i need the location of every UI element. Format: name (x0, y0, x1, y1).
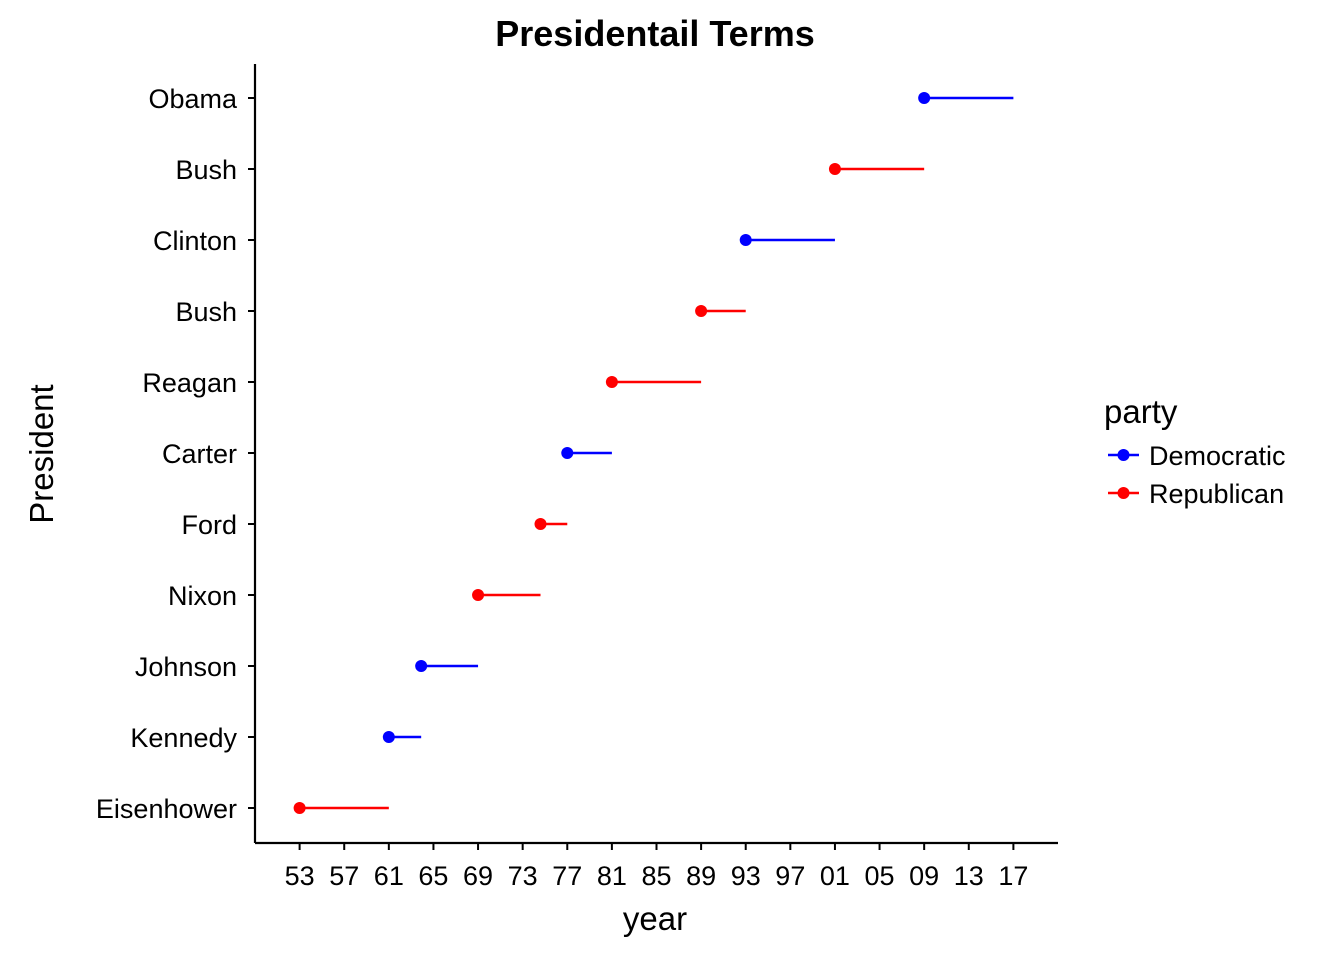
y-tick-label: Eisenhower (96, 794, 237, 824)
term-start-point (918, 92, 931, 104)
x-axis-title: year (623, 900, 687, 937)
chart-title: Presidentail Terms (495, 13, 814, 54)
term-start-point (695, 305, 708, 317)
x-tick-label: 09 (909, 861, 939, 891)
y-tick-label: Ford (181, 510, 237, 540)
y-tick-label: Bush (175, 297, 237, 327)
term-start-point (382, 731, 395, 743)
y-tick-label: Johnson (135, 652, 237, 682)
y-tick-label: Reagan (142, 368, 237, 398)
legend-label: Republican (1149, 479, 1284, 509)
y-tick-label: Obama (148, 84, 238, 114)
y-tick-label: Clinton (153, 226, 237, 256)
term-start-point (415, 660, 428, 672)
term-start-point (828, 163, 841, 175)
x-tick-label: 97 (775, 861, 805, 891)
y-tick-label: Bush (175, 155, 237, 185)
x-tick-label: 01 (820, 861, 850, 891)
term-start-point (605, 376, 618, 388)
term-start-point (472, 589, 485, 601)
x-tick-label: 65 (418, 861, 448, 891)
term-start-point (534, 518, 547, 530)
x-tick-label: 77 (552, 861, 582, 891)
term-start-point (739, 234, 752, 246)
legend: party Democratic Republican (1104, 393, 1286, 509)
x-tick-label: 61 (374, 861, 404, 891)
x-tick-label: 93 (731, 861, 761, 891)
x-tick-label: 85 (641, 861, 671, 891)
legend-key-point (1117, 449, 1130, 461)
x-tick-label: 89 (686, 861, 716, 891)
legend-key-point (1117, 487, 1130, 499)
plot-area: Eisenhower Kennedy Johnson Nixon Ford Carter R… (96, 64, 1058, 891)
x-tick-label: 69 (463, 861, 493, 891)
x-tick-label: 13 (954, 861, 984, 891)
term-start-point (293, 802, 306, 814)
x-tick-label: 57 (329, 861, 359, 891)
term-start-point (561, 447, 574, 459)
y-tick-label: Carter (162, 439, 237, 469)
x-tick-label: 73 (508, 861, 538, 891)
y-tick-label: Kennedy (130, 723, 237, 753)
y-tick-label: Nixon (168, 581, 237, 611)
y-axis-title: President (23, 384, 60, 523)
x-tick-label: 05 (865, 861, 895, 891)
legend-title: party (1104, 393, 1178, 430)
x-tick-label: 17 (998, 861, 1028, 891)
legend-label: Democratic (1149, 441, 1286, 471)
x-tick-label: 53 (285, 861, 315, 891)
x-tick-label: 81 (597, 861, 627, 891)
